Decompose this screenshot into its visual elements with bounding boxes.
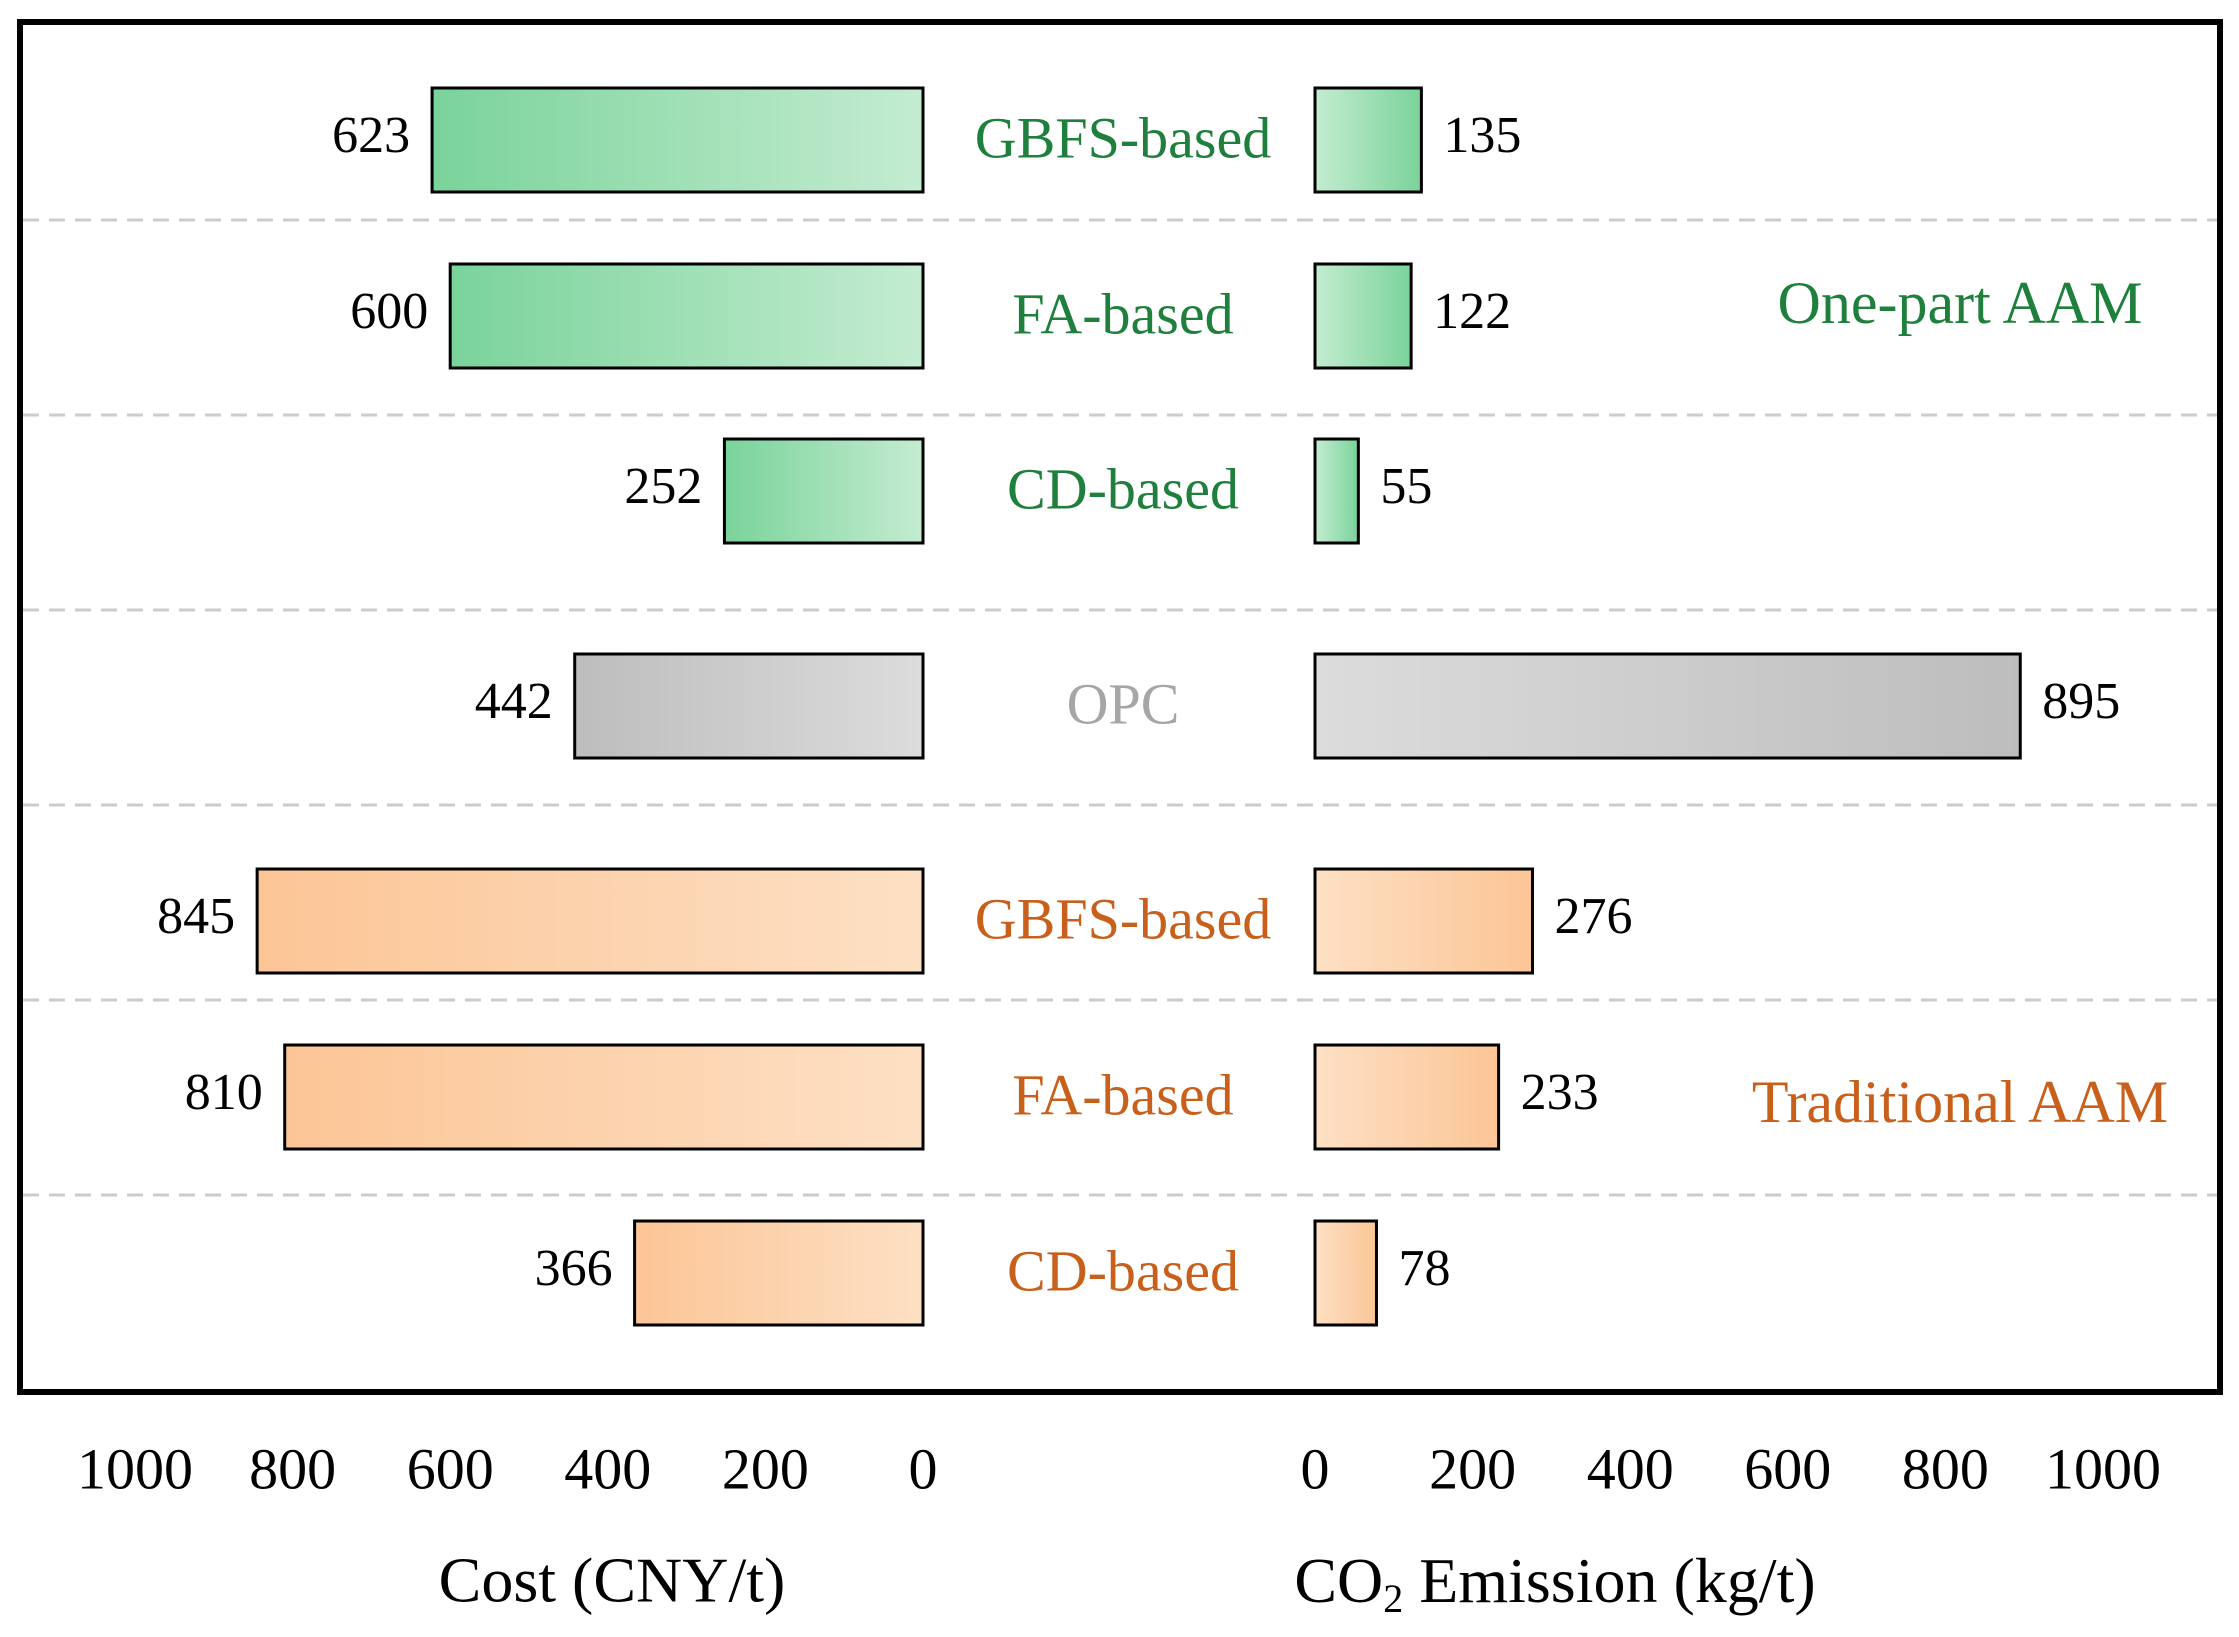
cost-bar <box>448 262 925 370</box>
cost-tick-label: 1000 <box>77 1436 193 1501</box>
cost-axis-label: Cost (CNY/t) <box>439 1545 786 1616</box>
cost-bar <box>573 652 925 760</box>
emission-tick-label: 600 <box>1744 1436 1831 1501</box>
emission-tick-label: 200 <box>1429 1436 1516 1501</box>
cost-value-label: 600 <box>350 283 428 340</box>
emission-value-label: 233 <box>1521 1064 1599 1121</box>
emission-bar <box>1313 1043 1501 1151</box>
cost-value-label: 252 <box>624 458 702 515</box>
cost-axis-ticks: 1000 800 600 400 200 0 <box>77 1436 938 1501</box>
emission-bar <box>1313 652 2022 760</box>
plot-frame <box>17 19 2223 1395</box>
cost-value-label: 623 <box>332 107 410 164</box>
cost-bar <box>430 86 925 194</box>
category-label: CD-based <box>1007 456 1239 521</box>
cost-tick-label: 0 <box>909 1436 938 1501</box>
emission-axis-ticks: 0 200 400 600 800 1000 <box>1301 1436 2162 1501</box>
cost-bar <box>722 437 925 545</box>
group-label-one-part: One-part AAM <box>1778 270 2143 336</box>
emission-bar <box>1313 86 1423 194</box>
cost-tick-label: 200 <box>722 1436 809 1501</box>
emission-bar <box>1313 1219 1378 1327</box>
emission-tick-label: 800 <box>1902 1436 1989 1501</box>
emission-bar <box>1313 437 1360 545</box>
emission-value-label: 895 <box>2042 673 2120 730</box>
cost-value-label: 845 <box>157 888 235 945</box>
cost-value-label: 442 <box>475 673 553 730</box>
emission-label-subscript: 2 <box>1383 1576 1403 1621</box>
cost-bar <box>255 867 925 975</box>
cost-value-label: 810 <box>185 1064 263 1121</box>
emission-value-label: 55 <box>1380 458 1432 515</box>
category-label: GBFS-based <box>975 886 1271 951</box>
cost-bar <box>283 1043 925 1151</box>
cost-tick-label: 600 <box>407 1436 494 1501</box>
cost-tick-label: 800 <box>249 1436 336 1501</box>
emission-tick-label: 0 <box>1301 1436 1330 1501</box>
emission-value-label: 78 <box>1398 1240 1450 1297</box>
category-label: OPC <box>1067 671 1180 736</box>
cost-bar <box>633 1219 925 1327</box>
category-label: CD-based <box>1007 1238 1239 1303</box>
labels-layer: 623 135 GBFS-based 600 122 FA-based 252 55 CD-ba… <box>157 105 2120 1303</box>
emission-value-label: 122 <box>1433 283 1511 340</box>
row-separators <box>23 218 2217 1197</box>
emission-bar <box>1313 262 1413 370</box>
group-label-traditional: Traditional AAM <box>1752 1069 2168 1135</box>
cost-tick-label: 400 <box>564 1436 651 1501</box>
emission-bar <box>1313 867 1534 975</box>
cost-value-label: 366 <box>535 1240 613 1297</box>
emission-label-suffix: Emission (kg/t) <box>1403 1545 1815 1616</box>
category-label: GBFS-based <box>975 105 1271 170</box>
category-label: FA-based <box>1012 1062 1233 1127</box>
emission-value-label: 276 <box>1554 888 1632 945</box>
category-label: FA-based <box>1012 281 1233 346</box>
emission-axis-label: CO2 Emission (kg/t) <box>1294 1545 1815 1622</box>
emission-tick-label: 1000 <box>2045 1436 2161 1501</box>
emission-value-label: 135 <box>1443 107 1521 164</box>
emission-label-prefix: CO <box>1294 1545 1383 1616</box>
bars-layer <box>255 86 2022 1327</box>
emission-tick-label: 400 <box>1587 1436 1674 1501</box>
